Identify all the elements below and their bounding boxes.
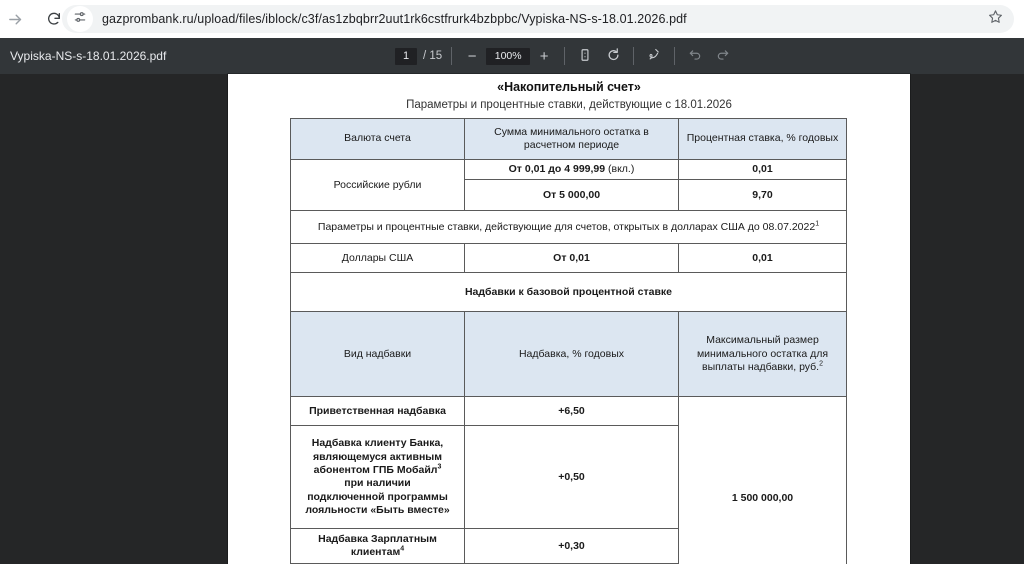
cell-currency-rub: Российские рубли <box>290 158 465 212</box>
usd-note-text: Параметры и процентные ставки, действующ… <box>317 220 816 233</box>
rates-table: Валюта счета Сумма минимального остатка … <box>290 118 847 564</box>
cell-bonus-section-title: Надбавки к базовой процентной ставке <box>290 272 847 313</box>
document-title: «Накопительный счет» <box>497 80 641 94</box>
header-bonus-max-balance: Максимальный размер минимального остатка… <box>678 311 847 398</box>
cell-usd-rate: 0,01 <box>678 243 847 274</box>
toolbar-divider-1 <box>451 47 453 65</box>
gpb-line-5: подключенной программы <box>307 490 448 503</box>
pen-annotate-icon <box>647 47 662 65</box>
header-rate: Процентная ставка, % годовых <box>678 118 847 160</box>
salary-superscript: 4 <box>400 545 405 553</box>
table-row-rub-2: От 5 000,00 9,70 <box>291 179 847 212</box>
usd-note-superscript: 1 <box>815 220 820 228</box>
undo-button[interactable] <box>684 45 706 67</box>
toolbar-divider-3 <box>633 47 635 65</box>
header-currency: Валюта счета <box>290 118 465 160</box>
gpb-line-4: при наличии <box>344 477 411 490</box>
cell-max-balance: 1 500 000,00 <box>678 396 847 564</box>
pdf-viewer-body: «Накопительный счет» Параметры и процент… <box>0 74 1024 564</box>
table-header-row-bonus: Вид надбавки Надбавка, % годовых Максима… <box>290 311 847 398</box>
cell-bonus-name-welcome: Приветственная надбавка <box>290 396 465 427</box>
cell-bonus-name-salary: Надбавка Зарплатным клиентам4 <box>290 528 465 564</box>
gpb-line-1: Надбавка клиенту Банка, <box>311 437 444 450</box>
tune-icon <box>73 10 87 29</box>
fit-page-button[interactable] <box>574 45 596 67</box>
table-row-usd-note: Параметры и процентные ставки, действующ… <box>290 210 847 245</box>
page-total-label: / 15 <box>423 50 443 62</box>
cell-rub-rate-1: 0,01 <box>678 158 847 181</box>
rotate-button[interactable] <box>602 45 624 67</box>
gpb-line-3: абонентом ГПБ Мобайл <box>313 464 438 476</box>
header-bonus-type: Вид надбавки <box>290 311 465 398</box>
gpb-superscript: 3 <box>437 463 442 471</box>
toolbar-divider-4 <box>674 47 676 65</box>
table-row-usd: Доллары США От 0,01 0,01 <box>290 243 847 274</box>
gpb-line-6: лояльности «Быть вместе» <box>305 504 450 517</box>
url-text[interactable]: gazprombank.ru/upload/files/iblock/c3f/a… <box>102 12 687 26</box>
site-settings-button[interactable] <box>67 6 93 32</box>
cell-rub-amount-2: От 5 000,00 <box>464 179 679 212</box>
table-header-row: Валюта счета Сумма минимального остатка … <box>290 118 847 160</box>
rub-amount-1-bold: От 0,01 до 4 999,99 <box>508 163 606 175</box>
pdf-toolbar-controls: / 15 − 100% + <box>395 38 734 74</box>
browser-chrome: gazprombank.ru/upload/files/iblock/c3f/a… <box>0 0 1024 38</box>
table-row-bonus-salary: Надбавка Зарплатным клиентам4 +0,30 <box>290 528 847 564</box>
table-row-bonus-gpb-mobile: Надбавка клиенту Банка, являющемуся акти… <box>290 425 847 530</box>
page-number-input[interactable] <box>395 47 417 65</box>
header-bonus-value: Надбавка, % годовых <box>464 311 679 398</box>
undo-icon <box>688 48 702 65</box>
table-row-bonus-title: Надбавки к базовой процентной ставке <box>290 272 847 313</box>
cell-usd-note: Параметры и процентные ставки, действующ… <box>290 210 847 245</box>
reload-icon <box>46 11 62 27</box>
table-row-bonus-welcome: Приветственная надбавка +6,50 1 500 000,… <box>290 396 847 564</box>
redo-button[interactable] <box>712 45 734 67</box>
pdf-page-1: «Накопительный счет» Параметры и процент… <box>228 74 910 564</box>
header-bonus-superscript: 2 <box>819 360 823 368</box>
table-row-rub-1: Российские рубли От 0,01 до 4 999,99 (вк… <box>290 158 847 212</box>
address-bar[interactable]: gazprombank.ru/upload/files/iblock/c3f/a… <box>62 5 1014 33</box>
cell-bonus-value-welcome: +6,50 <box>464 396 679 427</box>
cell-bonus-value-salary: +0,30 <box>464 528 679 564</box>
document-subtitle: Параметры и процентные ставки, действующ… <box>406 99 732 111</box>
cell-bonus-value-gpb-mobile: +0,50 <box>464 425 679 530</box>
rub-amount-1-plain: (вкл.) <box>605 163 635 175</box>
star-icon <box>988 9 1003 29</box>
cell-bonus-name-gpb-mobile: Надбавка клиенту Банка, являющемуся акти… <box>290 425 465 530</box>
annotate-button[interactable] <box>643 45 665 67</box>
gpb-line-2: являющемуся активным <box>312 450 443 463</box>
header-bonus-max-balance-text: Максимальный размер минимального остатка… <box>696 334 829 374</box>
zoom-in-button[interactable]: + <box>539 47 549 65</box>
fit-page-icon <box>578 48 592 65</box>
cell-currency-usd: Доллары США <box>290 243 465 274</box>
toolbar-divider-2 <box>564 47 566 65</box>
zoom-level-display[interactable]: 100% <box>486 47 531 65</box>
pdf-filename: Vypiska-NS-s-18.01.2026.pdf <box>10 49 167 63</box>
pdf-toolbar: Vypiska-NS-s-18.01.2026.pdf / 15 − 100% … <box>0 38 1024 74</box>
cell-usd-amount: От 0,01 <box>464 243 679 274</box>
rotate-icon <box>606 47 621 65</box>
forward-button[interactable] <box>1 5 29 33</box>
salary-line-1: Надбавка Зарплатным <box>318 533 437 545</box>
cell-rub-amount-1: От 0,01 до 4 999,99 (вкл.) <box>464 158 679 181</box>
zoom-out-button[interactable]: − <box>467 47 477 65</box>
redo-icon <box>716 48 730 65</box>
arrow-forward-icon <box>7 11 24 28</box>
bookmark-button[interactable] <box>982 6 1008 32</box>
reload-button[interactable] <box>40 5 68 33</box>
salary-line-2: клиентам <box>350 546 401 559</box>
cell-rub-rate-2: 9,70 <box>678 179 847 212</box>
header-min-balance: Сумма минимального остатка в расчетном п… <box>464 118 679 160</box>
